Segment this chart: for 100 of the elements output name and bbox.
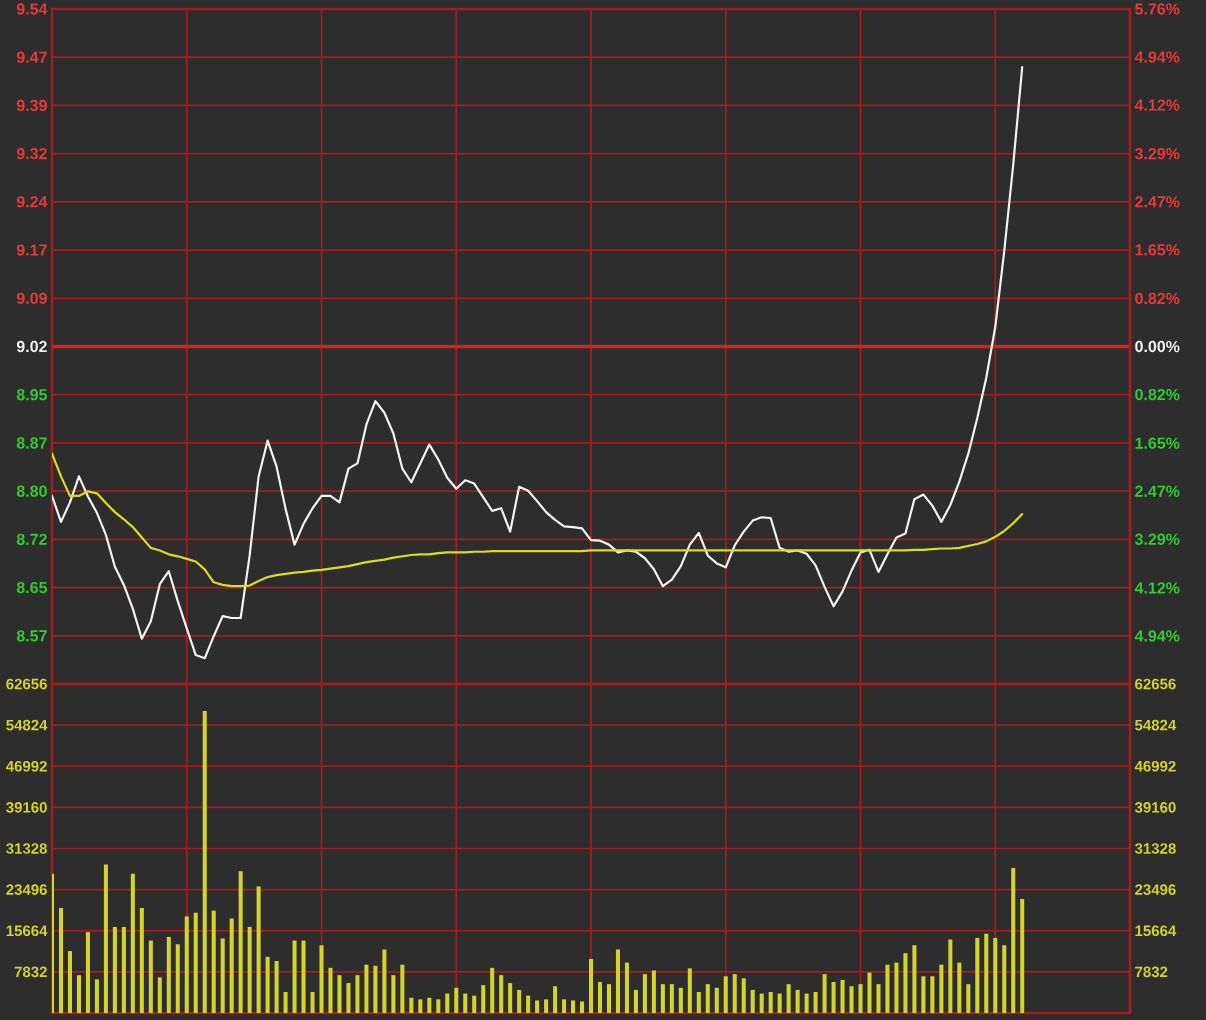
bar: [732, 974, 737, 1014]
bar: [894, 962, 899, 1014]
bar: [795, 989, 800, 1014]
bar: [328, 967, 333, 1014]
y-tick-label: 8.80: [16, 485, 47, 497]
bar: [400, 964, 405, 1014]
bar: [121, 926, 126, 1014]
bar: [822, 974, 827, 1014]
y-tick-label: 15664: [6, 925, 48, 937]
bar: [615, 949, 620, 1014]
y2-tick-label: 46992: [1134, 760, 1176, 772]
y-tick-label: 9.54: [16, 3, 48, 15]
y2-tick-label: 4.94%: [1134, 630, 1180, 642]
bar: [220, 938, 225, 1014]
bar: [76, 975, 81, 1014]
y2-tick-label: 15664: [1135, 925, 1177, 937]
bar: [85, 932, 90, 1014]
bar: [409, 997, 414, 1014]
bar: [1002, 945, 1007, 1014]
bar: [94, 979, 99, 1014]
bar: [966, 984, 971, 1014]
bar: [831, 982, 836, 1014]
bar: [660, 984, 665, 1014]
bar: [930, 976, 935, 1014]
bar: [382, 949, 387, 1014]
bar: [544, 999, 549, 1014]
bar: [948, 939, 953, 1014]
bar: [364, 964, 369, 1014]
bar: [633, 989, 638, 1014]
y-tick-label: 9.09: [16, 292, 47, 304]
y-tick-label: 46992: [5, 760, 47, 772]
bar: [337, 975, 342, 1014]
bar: [148, 940, 153, 1014]
bar: [813, 992, 818, 1014]
y-tick-label: 23496: [6, 884, 47, 895]
y-tick-label: 8.95: [16, 389, 48, 401]
y-tick-label: 9.32: [16, 147, 47, 160]
bar: [651, 970, 656, 1014]
bar: [624, 962, 629, 1014]
bar: [103, 864, 108, 1014]
bar: [274, 961, 279, 1014]
bar: [571, 1000, 576, 1014]
y2-tick-label: 23496: [1135, 884, 1176, 895]
bar: [804, 993, 809, 1014]
y2-tick-label: 2.47%: [1135, 485, 1180, 497]
bar: [52, 873, 55, 1014]
bar: [301, 940, 306, 1014]
bar: [238, 871, 243, 1014]
bar: [903, 953, 908, 1014]
bar: [436, 999, 441, 1014]
bar: [292, 940, 297, 1014]
y-tick-label: 7832: [14, 966, 47, 978]
bar: [139, 907, 144, 1014]
y-tick-label: 9.02: [16, 340, 47, 353]
bar: [202, 711, 207, 1014]
bar: [130, 873, 135, 1014]
bar: [562, 999, 567, 1014]
bar: [193, 912, 198, 1014]
bar: [535, 1000, 540, 1014]
bar: [957, 962, 962, 1014]
bar: [283, 992, 288, 1014]
bar: [580, 1001, 585, 1014]
y2-tick-label: 3.29%: [1134, 148, 1180, 160]
bar: [472, 995, 477, 1014]
y2-tick-label: 5.76%: [1135, 3, 1180, 15]
bar: [975, 937, 980, 1014]
y2-tick-label: 54824: [1135, 719, 1177, 731]
bar: [373, 965, 378, 1014]
bar: [391, 975, 396, 1014]
bar: [669, 984, 674, 1014]
y-tick-label: 9.47: [16, 51, 47, 63]
bar: [606, 984, 611, 1014]
bar: [247, 926, 252, 1014]
bar: [112, 926, 117, 1014]
y2-tick-label: 7832: [1135, 966, 1168, 978]
bar: [184, 916, 189, 1014]
bar: [256, 886, 261, 1014]
y2-tick-label: 1.65%: [1135, 437, 1180, 449]
bar: [993, 937, 998, 1014]
y2-tick-label: 0.00%: [1135, 340, 1180, 353]
y-tick-label: 8.65: [16, 581, 48, 594]
bar: [319, 945, 324, 1014]
y2-tick-label: 62656: [1135, 678, 1176, 690]
bar: [759, 993, 764, 1014]
bar: [768, 992, 773, 1014]
bar: [1020, 899, 1025, 1014]
bar: [355, 975, 360, 1014]
y-tick-label: 8.72: [16, 533, 47, 546]
bar: [508, 983, 513, 1014]
y-tick-label: 39160: [6, 802, 47, 813]
bar: [885, 964, 890, 1014]
y2-tick-label: 31328: [1134, 843, 1176, 854]
bar: [777, 993, 782, 1014]
bar: [445, 993, 450, 1014]
y-tick-label: 9.24: [16, 196, 48, 208]
bar: [723, 976, 728, 1014]
y-tick-label: 31328: [6, 843, 47, 854]
bar: [876, 984, 881, 1014]
bar: [427, 997, 432, 1014]
y2-tick-label: 1.65%: [1135, 244, 1180, 256]
